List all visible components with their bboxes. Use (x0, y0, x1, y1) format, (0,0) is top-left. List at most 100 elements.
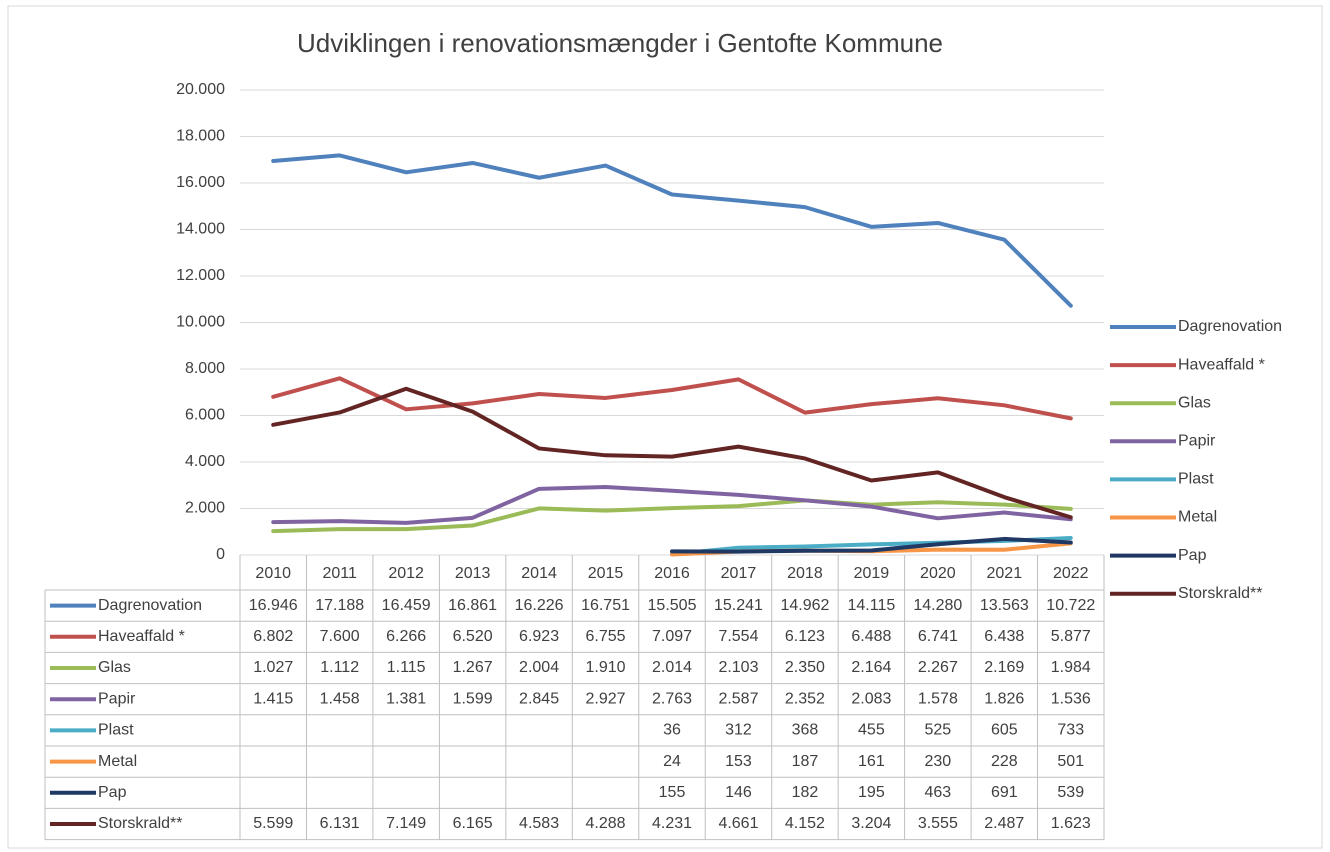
table-value: 7.149 (386, 815, 426, 832)
table-value: 153 (725, 753, 752, 770)
legend-label: Pap (1178, 547, 1207, 564)
table-value: 6.165 (453, 815, 493, 832)
table-value: 10.722 (1046, 597, 1095, 614)
table-value: 5.599 (253, 815, 293, 832)
table-row-label: Haveaffald * (98, 628, 185, 645)
table-value: 605 (991, 722, 1018, 739)
table-value: 3.204 (851, 815, 891, 832)
table-value: 1.910 (586, 659, 626, 676)
table-value: 1.984 (1051, 659, 1091, 676)
table-value: 146 (725, 784, 752, 801)
table-value: 1.623 (1051, 815, 1091, 832)
table-value: 1.267 (453, 659, 493, 676)
x-tick-label: 2019 (854, 565, 890, 582)
table-value: 6.520 (453, 628, 493, 645)
table-value: 733 (1057, 722, 1084, 739)
legend-label: Papir (1178, 433, 1216, 450)
table-value: 14.962 (780, 597, 829, 614)
x-tick-label: 2015 (588, 565, 624, 582)
table-value: 187 (792, 753, 819, 770)
table-value: 312 (725, 722, 752, 739)
table-row-label: Plast (98, 722, 134, 739)
x-tick-label: 2020 (920, 565, 956, 582)
series-line (271, 484, 1073, 525)
table-value: 195 (858, 784, 885, 801)
table-value: 6.438 (984, 628, 1024, 645)
table-value: 16.459 (382, 597, 431, 614)
table-value: 4.583 (519, 815, 559, 832)
y-tick-label: 10.000 (176, 314, 225, 331)
table-value: 13.563 (980, 597, 1029, 614)
y-tick-label: 8.000 (185, 360, 225, 377)
table-value: 1.458 (320, 690, 360, 707)
chart-frame (7, 5, 1323, 849)
table-value: 2.845 (519, 690, 559, 707)
table-value: 15.505 (648, 597, 697, 614)
legend-label: Glas (1178, 394, 1211, 411)
table-value: 4.661 (718, 815, 758, 832)
table-value: 161 (858, 753, 885, 770)
table-row-label: Pap (98, 784, 127, 801)
table-value: 2.350 (785, 659, 825, 676)
table-value: 2.927 (586, 690, 626, 707)
table-value: 2.763 (652, 690, 692, 707)
table-value: 2.352 (785, 690, 825, 707)
table-value: 5.877 (1051, 628, 1091, 645)
table-value: 14.115 (848, 597, 896, 614)
series-line (670, 536, 1073, 554)
table-value: 7.600 (320, 628, 360, 645)
x-tick-label: 2022 (1053, 565, 1089, 582)
table-value: 6.741 (918, 628, 958, 645)
table-row-label: Glas (98, 659, 131, 676)
table-row-label: Dagrenovation (98, 597, 202, 614)
table-value: 228 (991, 753, 1018, 770)
table-value: 1.415 (253, 690, 293, 707)
chart-title: Udviklingen i renovationsmængder i Gento… (297, 28, 943, 58)
table-value: 2.267 (918, 659, 958, 676)
y-tick-label: 16.000 (176, 174, 225, 191)
table-value: 1.826 (984, 690, 1024, 707)
table-value: 539 (1057, 784, 1084, 801)
series-line (271, 498, 1073, 534)
table-row-label: Storskrald** (98, 815, 182, 832)
table-value: 1.381 (386, 690, 426, 707)
legend-label: Storskrald** (1178, 585, 1262, 602)
legend-label: Metal (1178, 509, 1217, 526)
table-value: 1.578 (918, 690, 958, 707)
table-value: 455 (858, 722, 885, 739)
table-value: 368 (792, 722, 819, 739)
table-value: 525 (924, 722, 951, 739)
table-value: 15.241 (714, 597, 763, 614)
series-line (271, 153, 1073, 308)
legend-label: Plast (1178, 471, 1214, 488)
table-value: 24 (663, 753, 681, 770)
legend-label: Dagrenovation (1178, 318, 1282, 335)
table-value: 1.115 (387, 659, 426, 676)
table-value: 2.487 (984, 815, 1024, 832)
y-tick-label: 0 (216, 546, 225, 563)
table-value: 2.014 (652, 659, 692, 676)
x-tick-label: 2010 (255, 565, 291, 582)
table-value: 16.751 (581, 597, 630, 614)
table-value: 2.587 (718, 690, 758, 707)
y-tick-label: 2.000 (185, 500, 225, 517)
table-row-label: Metal (98, 753, 137, 770)
table-value: 230 (924, 753, 951, 770)
table-row-label: Papir (98, 690, 136, 707)
y-tick-label: 6.000 (185, 407, 225, 424)
table-value: 501 (1057, 753, 1084, 770)
table-value: 2.164 (851, 659, 891, 676)
table-value: 2.103 (718, 659, 758, 676)
y-tick-label: 4.000 (185, 453, 225, 470)
x-tick-label: 2018 (787, 565, 823, 582)
table-value: 7.554 (718, 628, 758, 645)
table-value: 16.946 (249, 597, 298, 614)
table-value: 182 (792, 784, 819, 801)
table-value: 3.555 (918, 815, 958, 832)
table-value: 1.027 (253, 659, 293, 676)
table-value: 463 (924, 784, 951, 801)
series-line (271, 376, 1073, 421)
table-value: 6.488 (851, 628, 891, 645)
y-tick-label: 20.000 (176, 81, 225, 98)
